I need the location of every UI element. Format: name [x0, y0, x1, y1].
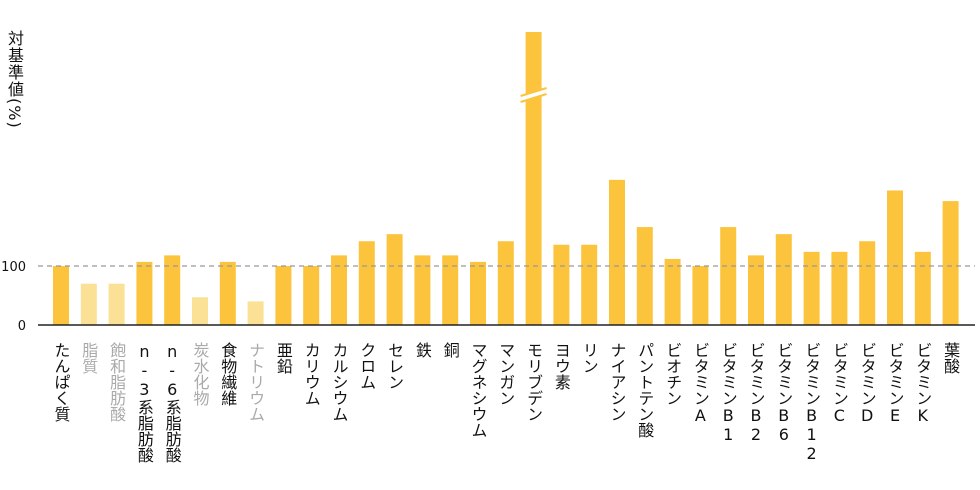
bar: [164, 255, 181, 325]
category-label: ビタミンB2: [747, 342, 766, 444]
y-tick-label: 0: [18, 319, 26, 334]
category-label: カリウム: [302, 342, 321, 406]
category-label: n-3系脂肪酸: [135, 342, 154, 463]
category-label: セレン: [385, 342, 404, 390]
category-label: マンガン: [496, 342, 515, 406]
category-label: 飽和脂肪酸: [107, 342, 126, 422]
category-label: ビタミンA: [691, 342, 710, 425]
bar: [219, 261, 236, 325]
bar: [470, 261, 486, 325]
category-label: モリブデン: [524, 342, 543, 422]
bar: [720, 227, 737, 325]
category-label: リン: [580, 342, 599, 374]
bar: [775, 234, 792, 325]
category-label: ビタミンK: [913, 342, 932, 425]
bar: [887, 190, 903, 325]
bar: [748, 255, 764, 325]
category-label: 食物繊維: [218, 342, 237, 406]
category-label: ナイアシン: [608, 342, 627, 422]
bar: [914, 251, 931, 325]
category-label: 炭水化物: [191, 342, 210, 407]
category-label: ナトリウム: [246, 342, 265, 422]
category-label: たんぱく質: [52, 342, 71, 422]
category-label: n-6系脂肪酸: [163, 342, 182, 463]
bar: [803, 251, 820, 325]
bar: [108, 283, 125, 325]
bar: [331, 255, 347, 325]
bar: [80, 283, 97, 325]
bar: [525, 32, 542, 325]
category-label: パントテン酸: [635, 342, 654, 438]
y-tick-label: 100: [1, 260, 26, 275]
category-label: ビタミンB12: [802, 342, 821, 463]
category-label: カルシウム: [330, 342, 349, 422]
bar: [692, 266, 709, 325]
bar: [303, 266, 320, 325]
category-label: ヨウ素: [552, 342, 571, 390]
category-label: ビタミンC: [830, 342, 849, 425]
axis-break-gap: [520, 88, 547, 102]
category-label: ビタミンB6: [774, 342, 793, 444]
bar: [386, 234, 403, 325]
category-label: ビタミンB1: [719, 342, 738, 444]
bar: [497, 241, 514, 325]
category-label: ビタミンE: [886, 342, 905, 425]
axis-break-mark: [520, 87, 547, 97]
bar: [275, 266, 292, 325]
category-label: ビオチン: [663, 342, 682, 406]
bar: [831, 251, 848, 325]
category-label: ビタミンD: [858, 342, 877, 425]
axis-break-mark: [520, 93, 547, 103]
bar: [581, 244, 598, 325]
bar: [192, 297, 208, 325]
y-axis-label: 対基準値(%): [5, 30, 24, 129]
bar: [136, 261, 153, 325]
bar: [636, 227, 653, 325]
bar: [442, 255, 459, 325]
bar: [358, 241, 375, 325]
bar: [53, 266, 69, 325]
category-label: クロム: [357, 342, 376, 390]
category-label: 亜鉛: [274, 342, 293, 374]
bar: [553, 244, 570, 325]
bar: [414, 255, 431, 325]
bar: [942, 201, 959, 325]
category-label: 銅: [441, 342, 460, 358]
bar: [247, 301, 264, 325]
bar: [859, 241, 876, 325]
category-label: 葉酸: [941, 342, 960, 374]
bar: [664, 258, 681, 325]
category-label: 脂質: [79, 342, 98, 374]
category-label: 鉄: [413, 342, 432, 358]
category-label: マグネシウム: [469, 342, 488, 438]
bar: [609, 179, 625, 325]
